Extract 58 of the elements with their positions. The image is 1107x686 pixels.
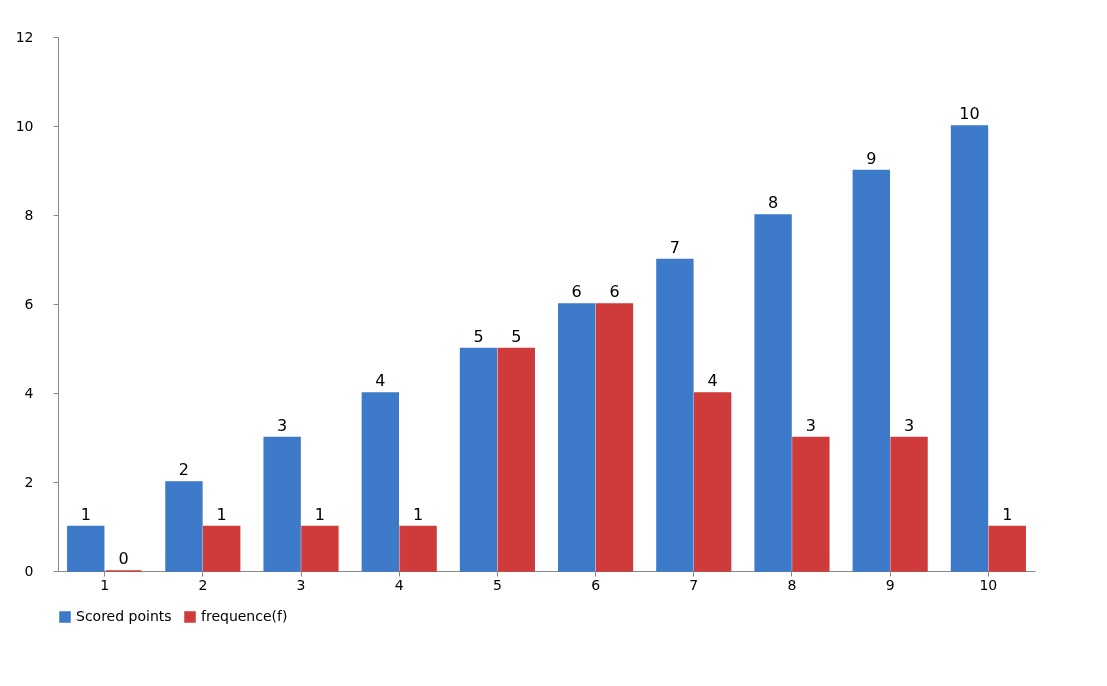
bar (301, 525, 339, 572)
data-label: 3 (277, 415, 288, 435)
data-label: 1 (80, 504, 91, 524)
x-tick-label: 1 (100, 576, 110, 593)
x-tick-label: 10 (979, 576, 998, 593)
legend-label: Scored points (76, 608, 172, 624)
data-label: 3 (903, 415, 915, 435)
data-label: 4 (707, 371, 718, 390)
bar (203, 525, 241, 572)
data-label: 10 (959, 104, 980, 123)
bar (852, 169, 890, 572)
bar (890, 436, 928, 572)
data-label: 2 (178, 460, 190, 479)
bar (950, 125, 989, 572)
bar (595, 303, 634, 572)
data-label: 9 (866, 148, 877, 168)
bar (497, 347, 535, 572)
data-label: 8 (768, 193, 779, 212)
x-tick-label: 7 (689, 576, 699, 593)
data-label: 5 (511, 326, 522, 346)
y-tick-label: 10 (15, 117, 34, 134)
x-tick-label: 6 (591, 576, 601, 593)
legend-label: frequence(f) (201, 608, 288, 624)
y-tick-label: 12 (15, 28, 34, 45)
y-tick-label: 0 (24, 562, 34, 579)
x-tick-label: 8 (787, 576, 797, 593)
x-tick-label: 3 (296, 576, 306, 593)
data-label: 7 (669, 237, 680, 257)
data-label: 1 (413, 504, 424, 524)
data-label: 5 (473, 326, 484, 346)
x-tick-label: 5 (492, 576, 502, 593)
data-label: 0 (118, 549, 129, 568)
y-tick-label: 8 (24, 206, 34, 223)
y-tick-label: 4 (24, 384, 34, 401)
data-label: 6 (609, 282, 620, 301)
bar (988, 525, 1026, 572)
x-tick-label: 9 (885, 576, 895, 593)
bar (693, 392, 732, 572)
data-label: 1 (216, 504, 227, 524)
bar (263, 436, 301, 572)
data-label: 1 (314, 504, 325, 524)
data-label: 4 (375, 371, 386, 390)
bar (656, 258, 694, 572)
x-tick-label: 4 (394, 576, 404, 593)
bar (165, 481, 203, 572)
y-tick-label: 2 (24, 473, 34, 490)
data-label: 3 (805, 415, 816, 435)
bar (67, 525, 105, 572)
data-label: 6 (571, 282, 582, 301)
bar (459, 347, 498, 572)
x-tick-label: 2 (198, 576, 208, 593)
bar (754, 214, 792, 572)
y-tick-label: 6 (24, 295, 34, 312)
bar (558, 303, 596, 572)
data-label: 1 (1002, 504, 1013, 524)
bar (792, 436, 830, 572)
bar (361, 392, 400, 572)
bar (399, 525, 437, 572)
